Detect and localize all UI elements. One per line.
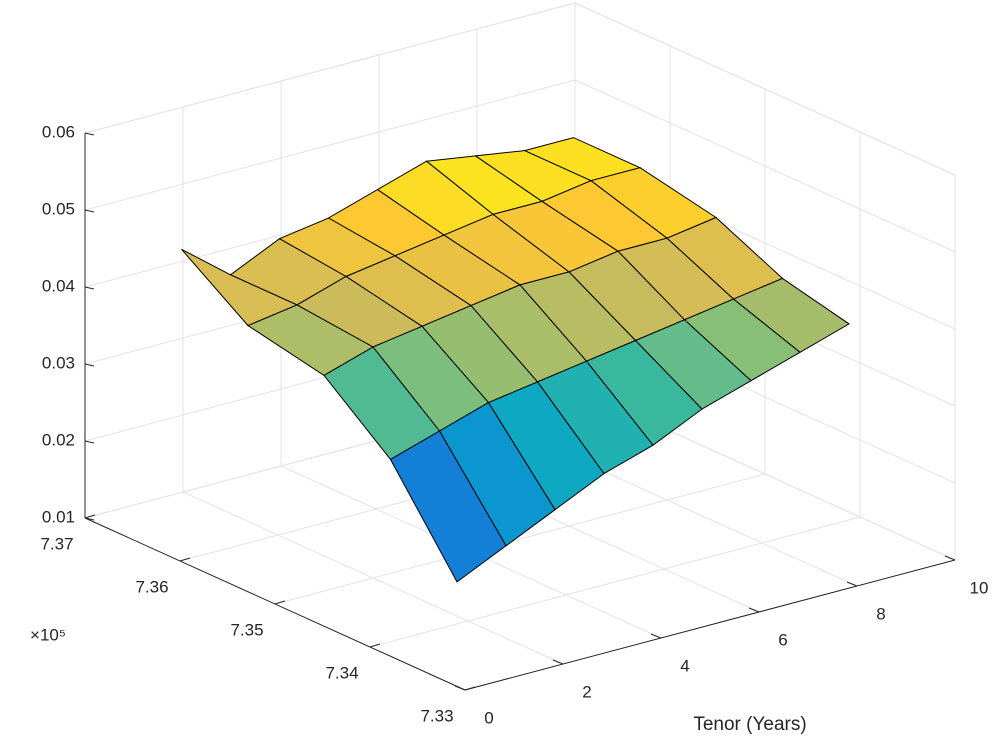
z-tick-label: 0.01	[42, 507, 75, 526]
y-tick-label: 10	[970, 578, 989, 597]
y-tick-label: 0	[484, 708, 493, 727]
y-tick	[944, 555, 956, 561]
grid-line	[574, 79, 956, 253]
y-tick	[748, 607, 760, 613]
surface-face	[389, 430, 507, 583]
x-tick	[464, 686, 476, 691]
z-tick	[84, 286, 95, 290]
z-tick-label: 0.03	[42, 353, 75, 372]
z-tick-label: 0.02	[42, 430, 75, 449]
z-tick-label: 0.04	[42, 276, 75, 295]
box-edge	[84, 2, 576, 134]
grid-line	[369, 516, 861, 648]
y-tick-label: 4	[680, 656, 689, 675]
y-tick	[552, 659, 564, 665]
x-tick-label: 7.35	[230, 620, 263, 639]
x-tick-label: 7.33	[420, 706, 453, 725]
box-edge	[574, 2, 956, 176]
z-tick	[84, 517, 95, 521]
x-exponent-label: ×10⁵	[30, 625, 66, 644]
y-tick-label: 2	[582, 682, 591, 701]
y-axis	[464, 559, 956, 691]
z-tick	[84, 209, 95, 213]
x-tick	[274, 600, 286, 605]
y-tick	[454, 685, 466, 691]
grid-line	[84, 79, 576, 211]
x-tick-label: 7.34	[325, 663, 358, 682]
y-axis-label: Tenor (Years)	[693, 714, 806, 735]
y-tick-label: 8	[876, 604, 885, 623]
z-tick-label: 0.05	[42, 199, 75, 218]
z-tick	[84, 132, 95, 136]
grid-line	[182, 491, 564, 665]
x-tick-label: 7.36	[135, 577, 168, 596]
z-tick-label: 0.06	[42, 122, 75, 141]
y-tick-label: 6	[778, 630, 787, 649]
x-tick	[84, 514, 96, 519]
x-tick	[369, 643, 381, 648]
x-tick-label: 7.37	[40, 534, 73, 553]
grid-line	[274, 473, 766, 605]
z-tick	[84, 363, 95, 367]
y-tick	[846, 581, 858, 587]
z-tick	[84, 440, 95, 444]
y-tick	[650, 633, 662, 639]
x-tick	[179, 557, 191, 562]
